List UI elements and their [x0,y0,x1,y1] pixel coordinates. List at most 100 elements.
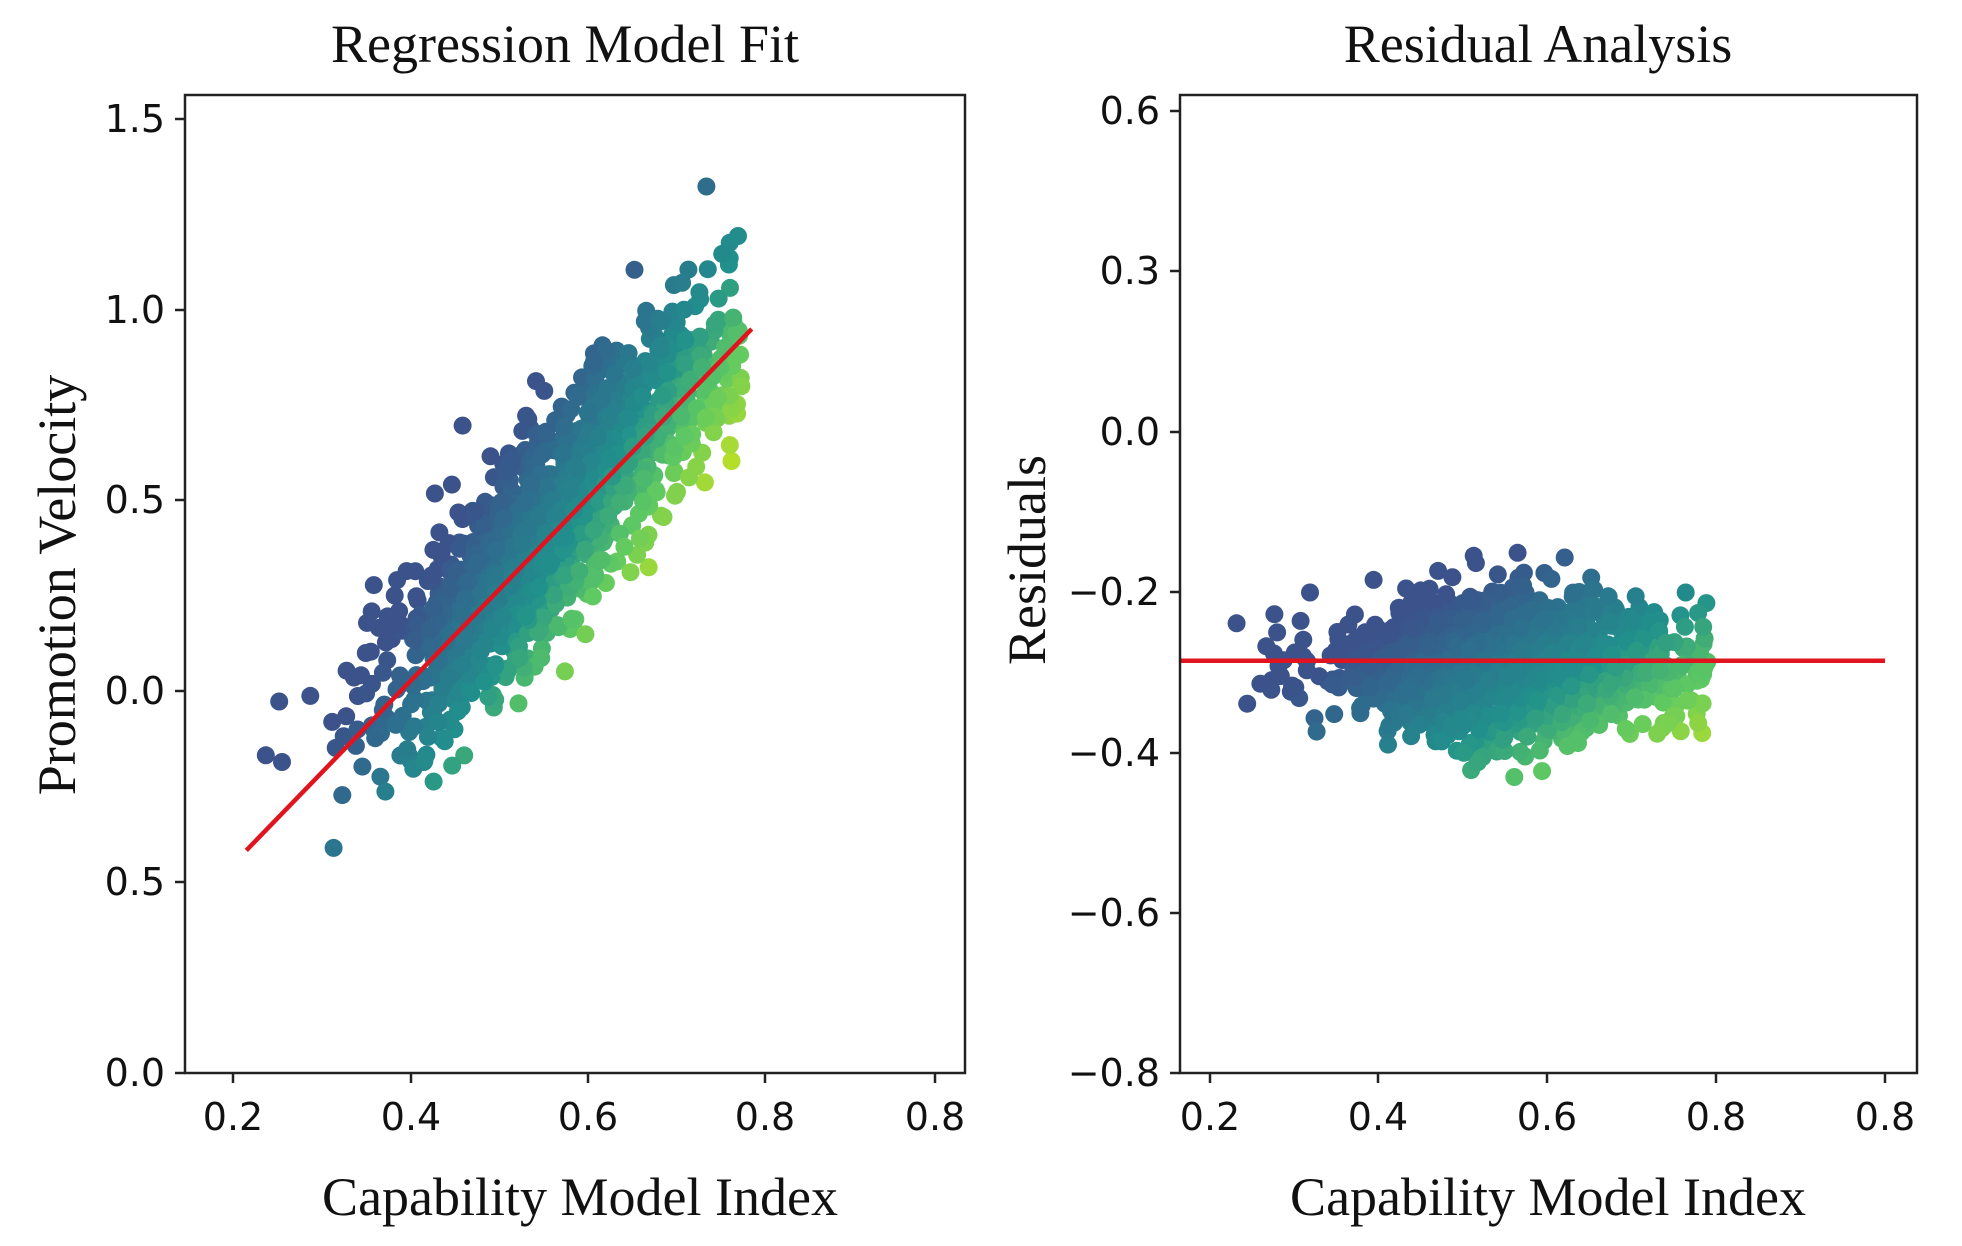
regression-y-tick-label: 0.5 [105,478,165,522]
residual-point [1671,722,1690,741]
regression-point [422,566,441,585]
regression-point [453,416,472,435]
residual-point [1549,686,1568,704]
regression-point [429,713,448,732]
regression-x-tick-label: 0.2 [203,1095,263,1139]
residual-y-tick-label: −0.8 [1068,1051,1160,1095]
residual-point [1468,753,1487,772]
regression-point [673,273,692,292]
residual-point [1325,705,1344,724]
residual-point [1526,709,1545,728]
regression-y-tick-label: 1.5 [105,97,165,141]
residual-point [1238,694,1257,713]
regression-point [585,352,604,371]
regression-point [337,661,356,680]
residual-point [1568,730,1587,749]
regression-point [618,408,637,427]
regression-point [376,782,395,801]
residual-point [1606,658,1625,677]
regression-point [532,649,551,667]
regression-point [640,354,659,373]
residual-point [1328,623,1347,641]
residual-point [1491,583,1510,602]
residual-point [1431,614,1450,633]
regression-point [653,311,672,330]
regression-point [256,746,275,765]
regression-point [512,535,531,554]
residual-point [1633,715,1652,734]
regression-point [454,629,473,648]
residual-point [1665,679,1684,698]
residual-y-tick-label: −0.4 [1068,731,1160,775]
regression-panel: Regression Model Fit 0.0 0.5 0.0 0.5 1.0… [27,14,967,1227]
residual-point [1602,673,1621,692]
residual-point [1429,561,1448,580]
regression-x-tick-label: 0.4 [381,1095,441,1139]
residual-point [1418,638,1437,657]
residual-point [1601,612,1620,631]
regression-point [586,565,604,584]
regression-y-tick-label: 0.5 [105,860,165,904]
regression-point [696,408,715,427]
residual-point [1678,691,1697,710]
residual-point [1460,592,1478,611]
residual-point [1602,705,1621,723]
regression-point [462,684,481,702]
regression-point [675,427,694,446]
regression-point [483,620,501,639]
regression-point [443,756,462,775]
regression-point [575,540,594,559]
residual-point [1518,727,1537,746]
regression-y-axis-label: Promotion Velocity [27,375,87,796]
regression-point [681,370,700,389]
residual-point [1694,617,1713,636]
residual-point [1441,717,1460,736]
regression-point [402,695,421,714]
residual-point [1344,633,1363,651]
regression-point [654,508,673,526]
residual-point [1491,704,1510,723]
regression-point [424,772,443,791]
residual-point [1262,680,1281,699]
regression-point [675,300,693,319]
residual-point [1693,694,1712,713]
residual-point [1361,678,1380,697]
regression-point [697,177,716,196]
residual-point [1512,619,1531,638]
regression-point [407,587,426,606]
regression-point [479,687,498,706]
residual-x-tick-label: 0.2 [1180,1095,1240,1139]
regression-point [455,589,474,608]
regression-x-tick-label: 0.6 [558,1095,618,1139]
residual-point [1379,735,1397,754]
residual-point [1580,665,1599,684]
regression-point [729,227,747,245]
regression-point [424,598,443,617]
regression-point [625,260,644,279]
regression-point [722,400,741,419]
regression-x-tick-label: 0.8 [905,1095,965,1139]
residual-point [1294,630,1313,649]
regression-point [420,620,439,639]
residual-point [1636,664,1655,682]
regression-point [630,529,649,548]
regression-point [364,576,383,595]
regression-point [494,607,513,626]
residual-point [1323,675,1342,694]
regression-point [583,587,602,606]
regression-point [488,587,507,606]
regression-point [561,480,580,499]
residual-point [1307,722,1326,741]
regression-point [366,729,385,748]
regression-point [534,608,552,627]
regression-point [466,502,485,521]
regression-point [600,449,619,468]
residual-point [1511,742,1530,761]
regression-point [301,686,320,705]
regression-point [592,390,611,409]
residual-y-axis-label: Residuals [997,455,1057,665]
regression-point [562,609,581,628]
residual-point [1488,565,1507,584]
residual-point [1573,635,1592,654]
residual-points [1227,543,1717,786]
